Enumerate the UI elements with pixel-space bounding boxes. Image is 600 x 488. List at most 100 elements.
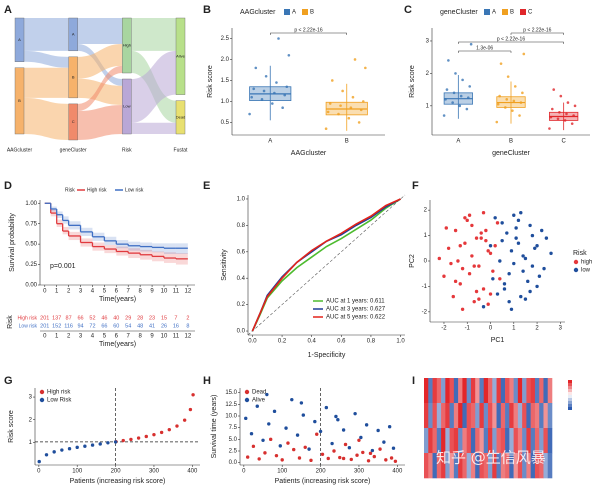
point	[454, 72, 457, 75]
heatmap-cell	[453, 453, 459, 479]
y-tick-label: 0.5	[221, 120, 230, 126]
colorbar-step	[568, 395, 572, 398]
point	[318, 429, 323, 434]
point	[277, 37, 280, 40]
point	[324, 405, 329, 410]
bracket	[458, 50, 512, 53]
heatmap-cell	[462, 403, 467, 429]
point	[366, 459, 371, 463]
point	[252, 87, 256, 91]
y-tick-label: 0.4	[237, 276, 246, 282]
point	[522, 52, 526, 56]
y-axis-title: PC2	[409, 254, 416, 268]
point	[271, 102, 274, 105]
point	[535, 284, 539, 289]
heatmap-cell	[530, 428, 536, 454]
point	[470, 254, 474, 258]
point	[167, 427, 172, 432]
y-tick-label: 2.5	[221, 36, 230, 42]
x-tick-label: A	[268, 139, 272, 145]
point	[556, 117, 560, 121]
node	[14, 67, 25, 135]
point	[484, 238, 488, 243]
heatmap-cell	[432, 428, 438, 454]
heatmap-cell	[424, 403, 429, 429]
heatmap-cell	[432, 453, 438, 479]
risk-table-value: 72	[89, 323, 95, 329]
point	[355, 453, 359, 457]
heatmap-cell	[441, 378, 446, 404]
x-tick-label: 3	[559, 326, 563, 332]
x-tick-label: 200	[316, 469, 327, 475]
point	[330, 441, 334, 446]
point	[459, 94, 463, 98]
heatmap-cell	[441, 428, 446, 454]
heatmap-cell	[530, 453, 536, 479]
point	[249, 432, 254, 436]
legend-label: B	[310, 10, 314, 16]
x-tick-label: -2	[441, 326, 447, 332]
heatmap-cell	[547, 453, 553, 479]
heatmap-cell	[526, 428, 531, 454]
point	[250, 95, 253, 99]
x-tick-label: 0	[43, 289, 47, 295]
y-tick-label: 1	[424, 233, 428, 239]
point	[152, 432, 156, 437]
point	[313, 419, 317, 424]
point	[315, 432, 319, 436]
risk-table-title: Risk	[7, 315, 14, 329]
point	[505, 98, 509, 101]
point	[359, 435, 363, 440]
heatmap-cell	[466, 453, 472, 479]
point	[361, 450, 365, 455]
y-tick-label: 0	[424, 259, 428, 265]
y-tick-label: 0.00	[25, 283, 37, 289]
comparison-label: p < 2.22e-16	[294, 27, 322, 33]
point	[451, 294, 455, 299]
point	[465, 218, 469, 223]
heatmap-cell	[475, 453, 480, 479]
heatmap-cell	[458, 378, 463, 404]
risk-table-value: 29	[125, 315, 131, 321]
y-tick-label: 0.0	[237, 329, 246, 335]
point	[521, 254, 525, 258]
heatmap-cell	[500, 403, 506, 429]
heatmap-cell	[428, 403, 433, 429]
point	[442, 274, 446, 278]
comparison-label: p < 2.22e-16	[497, 36, 525, 42]
risk-table-value: 41	[149, 323, 155, 329]
point	[357, 438, 361, 442]
y-axis-title: Survival probability	[9, 213, 16, 272]
x-tick-label: 200	[111, 469, 122, 475]
heatmap-cell	[441, 453, 446, 479]
heatmap-cell	[526, 378, 531, 404]
point	[498, 277, 502, 281]
point	[255, 404, 259, 408]
y-tick-label: 1	[426, 103, 430, 109]
heatmap-cell	[505, 403, 510, 429]
point	[67, 446, 72, 451]
point	[75, 445, 79, 450]
x-tick-label: 0.4	[308, 339, 317, 345]
x-tick-label: 2	[535, 326, 539, 332]
point	[90, 443, 95, 447]
point	[460, 266, 465, 271]
point	[295, 433, 300, 437]
point	[292, 447, 296, 452]
bracket	[510, 32, 564, 35]
x-tick-label: 0.2	[278, 339, 287, 345]
point	[251, 444, 256, 449]
x-tick-label: A	[456, 139, 460, 145]
point	[268, 437, 273, 442]
heatmap-cell	[517, 428, 523, 454]
heatmap-cell	[479, 378, 485, 404]
node-label: B	[72, 74, 75, 79]
risk-table-value: 60	[113, 323, 119, 329]
heatmap-cell	[522, 428, 527, 454]
risk-table-value: 52	[89, 315, 95, 321]
risk-table-x-tick-label: 6	[115, 334, 119, 340]
risk-table-row-label: High risk	[18, 315, 38, 321]
point	[188, 407, 193, 412]
heatmap-cell	[526, 453, 531, 479]
point	[389, 456, 394, 460]
